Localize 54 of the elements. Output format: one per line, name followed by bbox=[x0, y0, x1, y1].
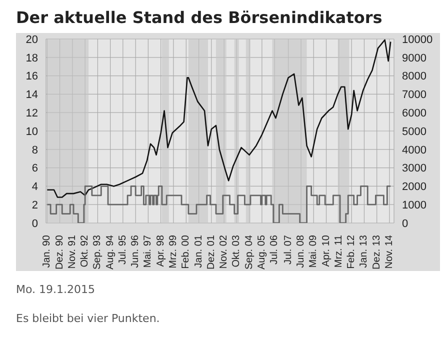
chart-title: Der aktuelle Stand des Börsenindikators bbox=[16, 8, 384, 27]
x-tick-label: Nov. 02 bbox=[218, 234, 230, 269]
x-tick-label: Mrz. 11 bbox=[333, 234, 344, 268]
y2-tick-label: 10000 bbox=[402, 34, 433, 46]
x-tick-label: Feb. 00 bbox=[180, 234, 192, 269]
y2-tick-label: 6000 bbox=[402, 108, 426, 120]
y2-tick-label: 0 bbox=[402, 218, 408, 230]
x-tick-label: Sep. 04 bbox=[244, 234, 255, 270]
text: Mo. 19.1.2015 bbox=[16, 283, 96, 296]
y2-tick-label: 8000 bbox=[402, 70, 426, 83]
y-tick-label: 20 bbox=[26, 34, 38, 46]
x-tick-label: Mrz. 99 bbox=[168, 234, 179, 268]
x-tick-label: Mai. 09 bbox=[308, 234, 320, 268]
x-tick-label: Jul. 06 bbox=[269, 234, 280, 264]
y2-tick-label: 7000 bbox=[402, 89, 426, 102]
x-tick-label: Dez. 90 bbox=[54, 234, 66, 270]
x-tick-label: Jan. 13 bbox=[358, 234, 370, 268]
y-tick-label: 18 bbox=[26, 52, 38, 64]
x-tick-label: Nov. 91 bbox=[66, 234, 78, 269]
x-tick-label: Jan. 01 bbox=[193, 234, 204, 268]
x-tick-label: Jan. 90 bbox=[42, 234, 53, 268]
y-tick-label: 2 bbox=[32, 200, 38, 212]
x-tick-label: Nov. 14 bbox=[384, 234, 395, 269]
x-tick-label: Jul. 07 bbox=[282, 234, 294, 264]
y-tick-label: 12 bbox=[26, 108, 38, 120]
y2-tick-label: 2000 bbox=[402, 181, 426, 194]
y-tick-label: 4 bbox=[32, 181, 38, 194]
y-tick-label: 10 bbox=[26, 126, 38, 138]
x-tick-label: Feb. 12 bbox=[346, 234, 358, 269]
line-series bbox=[46, 39, 392, 198]
x-tick-label: Dez. 01 bbox=[206, 234, 217, 270]
y-tick-label: 8 bbox=[32, 144, 38, 156]
x-tick-label: Okt. 92 bbox=[80, 234, 91, 268]
text: Es bleibt bei vier Punkten. bbox=[16, 312, 161, 325]
x-tick-label: Aug. 05 bbox=[256, 234, 268, 270]
x-tick-label: Apr. 10 bbox=[320, 234, 332, 267]
y2-tick-label: 9000 bbox=[402, 52, 426, 64]
x-tick-label: Apr. 98 bbox=[155, 234, 166, 267]
x-tick-label: Jun. 96 bbox=[130, 234, 142, 268]
x-tick-label: Sep. 93 bbox=[92, 234, 104, 270]
x-tick-label: Aug. 94 bbox=[104, 234, 116, 270]
y-tick-label: 0 bbox=[32, 218, 38, 230]
x-tick-label: Jun. 08 bbox=[296, 234, 307, 268]
x-tick-label: Okt. 03 bbox=[231, 234, 242, 268]
x-tick-label: Mai. 97 bbox=[142, 234, 154, 268]
x-tick-label: Dez. 13 bbox=[371, 234, 382, 270]
y2-tick-label: 5000 bbox=[402, 126, 426, 138]
y2-tick-label: 1000 bbox=[402, 200, 426, 212]
x-tick-label: Jul. 95 bbox=[117, 234, 128, 264]
y2-tick-label: 4000 bbox=[402, 144, 426, 156]
y2-tick-label: 3000 bbox=[402, 162, 426, 175]
y-tick-label: 6 bbox=[32, 162, 38, 175]
y-tick-label: 14 bbox=[26, 89, 38, 102]
y-tick-label: 16 bbox=[26, 70, 38, 83]
